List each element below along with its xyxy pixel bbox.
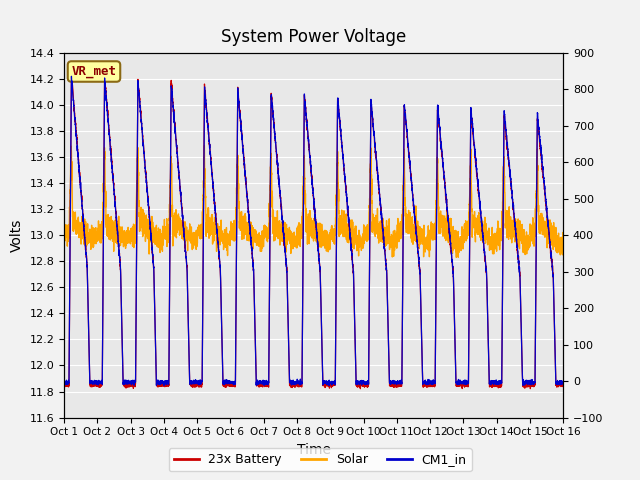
CM1_in [559,379,567,385]
X-axis label: Time: Time [296,443,331,457]
CM1_in [533,159,541,165]
Y-axis label: Volts: Volts [10,218,24,252]
Text: VR_met: VR_met [72,65,116,78]
Solar [60,228,68,233]
CM1_in [325,383,333,388]
23x Battery [356,386,364,392]
Solar [559,231,567,237]
CM1_in [252,339,259,345]
Line: 23x Battery: 23x Battery [64,73,563,389]
Solar [200,143,208,148]
CM1_in [120,379,127,384]
23x Battery [533,163,541,168]
23x Battery [252,338,259,344]
23x Battery [559,382,567,388]
Legend: 23x Battery, Solar, CM1_in: 23x Battery, Solar, CM1_in [168,448,472,471]
23x Battery [68,70,76,76]
Solar [120,238,127,243]
Solar [452,254,460,260]
Line: Solar: Solar [64,145,563,257]
CM1_in [511,223,519,229]
CM1_in [513,244,521,250]
CM1_in [60,380,68,386]
23x Battery [120,381,127,386]
23x Battery [513,248,521,253]
Solar [533,171,541,177]
CM1_in [68,73,76,79]
Solar [252,238,259,243]
23x Battery [511,224,519,229]
Line: CM1_in: CM1_in [64,76,563,385]
23x Battery [372,160,380,166]
Solar [372,221,380,227]
Title: System Power Voltage: System Power Voltage [221,28,406,46]
Solar [511,229,519,235]
Solar [513,235,521,241]
CM1_in [372,157,380,163]
23x Battery [60,383,68,388]
